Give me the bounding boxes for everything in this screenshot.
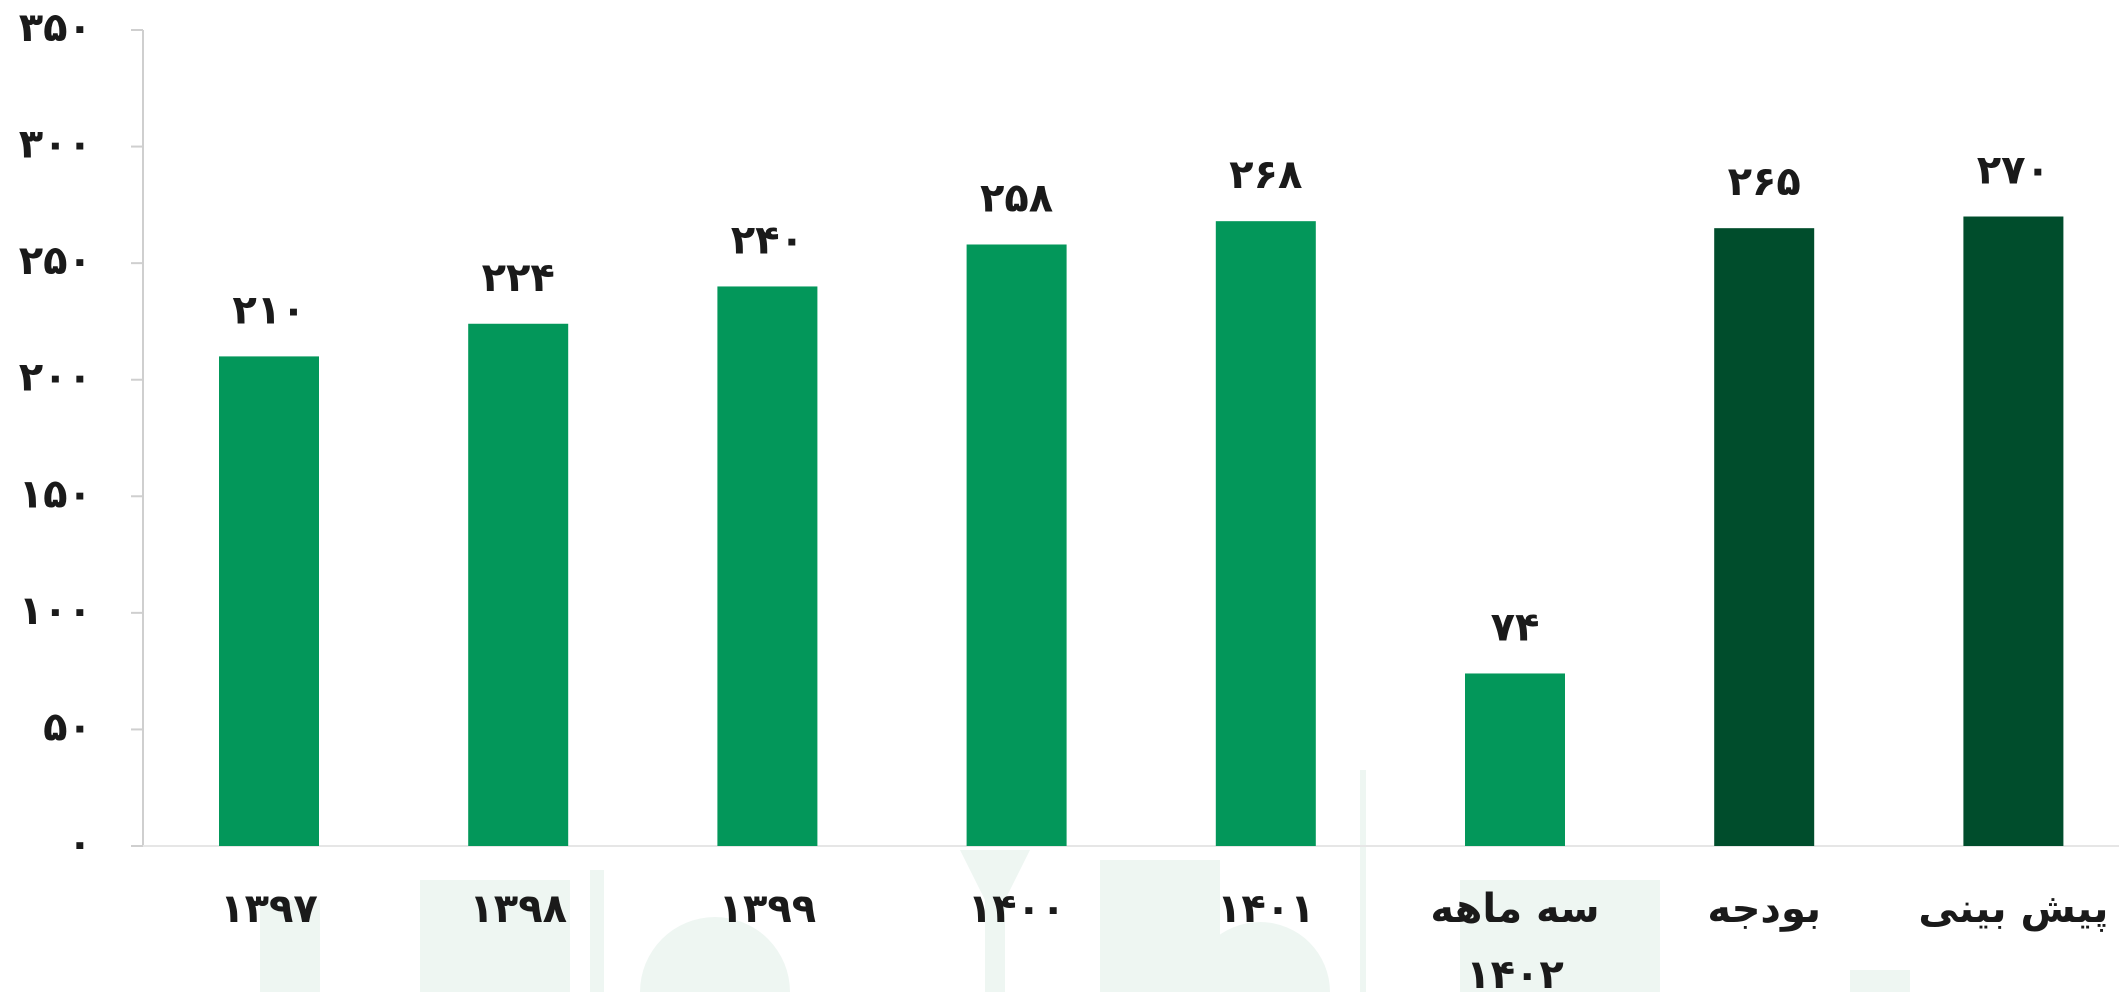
x-tick-label: ۱۳۹۹ [718, 886, 817, 932]
x-tick-label: پیش بینی [1918, 886, 2109, 932]
x-tick-label: سه ماهه ۱۴۰۲ [1430, 886, 1600, 998]
value-label: ۲۲۴ [482, 255, 555, 301]
y-tick-label: ۱۰۰ [19, 588, 92, 634]
value-label: ۲۴۰ [731, 217, 804, 263]
bar [1465, 673, 1565, 846]
bar [1215, 221, 1316, 847]
x-tick-label: بودجه [1707, 886, 1822, 932]
y-tick-label: ۵۰ [43, 704, 92, 750]
y-tick-label: ۳۰۰ [19, 122, 92, 168]
y-tick-label: ۲۰۰ [19, 355, 92, 401]
y-tick-label: ۰ [68, 821, 92, 867]
value-label: ۲۶۵ [1728, 159, 1801, 205]
value-label: ۷۴ [1491, 604, 1540, 650]
bar [468, 323, 569, 846]
bar [1714, 228, 1815, 846]
skyline-decoration [260, 770, 1910, 992]
x-tick-label: ۱۳۹۷ [220, 886, 318, 932]
value-label: ۲۶۸ [1229, 152, 1302, 198]
bar [717, 286, 818, 846]
bar [1963, 216, 2064, 846]
bar [966, 244, 1067, 846]
value-label: ۲۱۰ [232, 287, 305, 333]
x-tick-label: ۱۴۰۰ [967, 886, 1066, 932]
y-tick-label: ۳۵۰ [19, 5, 92, 51]
value-label: ۲۵۸ [980, 175, 1053, 221]
x-tick-label: ۱۴۰۱ [1216, 886, 1315, 932]
y-tick-label: ۲۵۰ [19, 238, 92, 284]
x-tick-label: ۱۳۹۸ [469, 886, 568, 932]
y-tick-label: ۱۵۰ [19, 471, 92, 517]
value-label: ۲۷۰ [1977, 148, 2050, 194]
bar [219, 356, 319, 846]
